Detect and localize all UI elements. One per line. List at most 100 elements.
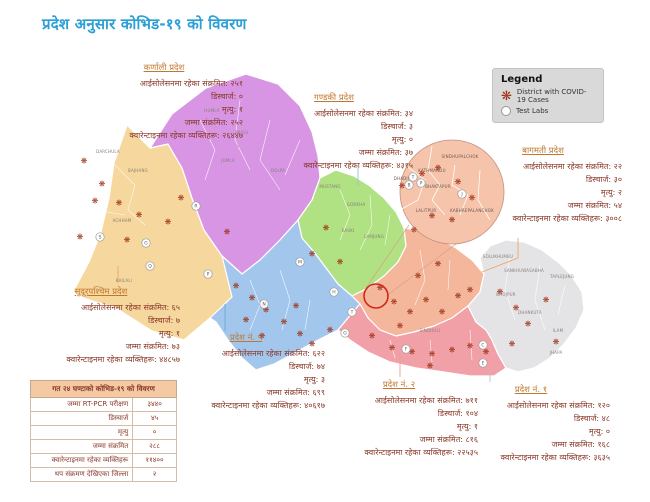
stat-line: डिस्चार्ज: ७४ (288, 362, 325, 371)
stat-line: मृत्यु: १ (456, 422, 478, 431)
stat-line: मृत्यु: ३ (303, 375, 325, 384)
virus-icon: ❋ (399, 182, 406, 191)
virus-icon: ❋ (435, 260, 442, 269)
test-lab-letter: P (420, 181, 423, 187)
virus-icon: ❋ (323, 224, 330, 233)
district-label: SOLUKHUMBU (483, 254, 513, 259)
stat-line: आईसोलेसनमा रहेका संक्रमित: १२० (506, 401, 610, 410)
virus-icon: ❋ (455, 292, 462, 301)
virus-icon: ❋ (327, 326, 334, 335)
virus-icon: ❋ (259, 332, 266, 341)
province-stats: आईसोलेसनमा रहेका संक्रमित: २५१ डिस्चार्ज:… (85, 77, 243, 142)
page-title: प्रदेश अनुसार कोभिड-१९ को विवरण (42, 15, 247, 33)
virus-icon: ❋ (249, 294, 256, 303)
summary-table-body: जम्मा RT-PCR परीक्षण ३४४० डिस्चार्ज ४५ मृत्य… (29, 397, 177, 482)
stat-line: क्वारेन्टाइनमा रहेका व्यक्तिहरू: ४४८५७ (66, 355, 180, 364)
table-title: गत २४ घण्टाको कोभिड-१९ को विवरण (30, 380, 177, 398)
virus-icon: ❋ (435, 164, 442, 173)
virus-icon: ❋ (309, 250, 316, 259)
stat-line: मृत्यु: २ (600, 188, 622, 197)
table-row-value: ४५ (132, 411, 177, 426)
test-lab-icon (401, 344, 411, 354)
stat-line: जम्मा संक्रमित: ७३ (125, 342, 180, 351)
district-label: DHADING (394, 176, 415, 181)
virus-icon: ❋ (233, 282, 240, 291)
province-title: सुदूरपश्चिम प्रदेश (74, 287, 128, 297)
province-title: कर्णाली प्रदेश (143, 63, 185, 73)
table-row: क्वारेन्टाइनमा रहेका व्यक्तिहरू ११४०० (29, 453, 177, 468)
stat-line: क्वारेन्टाइनमा रहेका व्यक्तिहरू: ४०६१७ (211, 401, 325, 410)
district-label: BHOJPUR (496, 292, 516, 297)
virus-icon: ❋ (377, 284, 384, 293)
virus-icon: ❋ (263, 306, 270, 315)
province-stats: आईसोलेसनमा रहेका संक्रमित: १२० डिस्चार्ज:… (452, 399, 610, 464)
test-lab-icon (340, 328, 350, 338)
virus-icon: ❋ (281, 318, 288, 327)
stat-line: आईसोलेसनमा रहेका संक्रमित: ६५ (80, 303, 180, 312)
test-lab-icon (408, 172, 418, 182)
virus-icon: ❋ (92, 197, 99, 206)
virus-icon: ❋ (501, 88, 512, 104)
test-lab-icon (95, 232, 105, 242)
stat-line: डिस्चार्ज: ४८ (573, 414, 610, 423)
test-lab-icon (145, 261, 155, 271)
test-lab-icon (191, 201, 201, 211)
kathmandu-magnifier (399, 139, 505, 245)
virus-icon: ❋ (293, 302, 300, 311)
virus-icon: ❋ (415, 272, 422, 281)
district-borders (94, 99, 566, 363)
virus-icon: ❋ (525, 320, 532, 329)
province-info-gandaki: गण्डकी प्रदेश आईसोलेसनमा रहेका संक्रमित:… (255, 92, 413, 172)
test-lab-icon (501, 106, 511, 116)
province-info-province1: प्रदेश नं. १ आईसोलेसनमा रहेका संक्रमित: … (452, 384, 610, 464)
test-lab-icon (203, 269, 213, 279)
test-lab-icon (416, 178, 426, 188)
province-stats: आईसोलेसनमा रहेका संक्रमित: ३४ डिस्चार्ज: … (255, 107, 413, 172)
district-label: TAPLEJUNG (549, 274, 574, 279)
table-row-value: २८८ (132, 439, 177, 454)
district-label: KATHMANDU (418, 168, 445, 173)
province-info-sudurpashchim: सुदूरपश्चिम प्रदेश आईसोलेसनमा रहेका संक्… (22, 286, 180, 366)
district-label: GORKHA (347, 202, 366, 207)
stat-line: डिस्चार्ज: ७ (148, 316, 180, 325)
virus-icon: ❋ (509, 340, 516, 349)
district-label: SINDHULI (420, 328, 441, 333)
legend-item-district-cases: ❋ District with COVID-19 Cases (501, 88, 595, 104)
virus-icon: ❋ (309, 340, 316, 349)
district-label: JHAPA (549, 350, 563, 355)
stat-line: डिस्चार्ज: ३ (381, 122, 413, 131)
province-info-bagmati: बागमती प्रदेश आईसोलेसनमा रहेका संक्रमित:… (464, 145, 622, 225)
district-label: MUGU (235, 130, 248, 135)
stat-line: जम्मा संक्रमित: ३७ (358, 148, 413, 157)
test-lab-letter: N (262, 302, 265, 308)
district-label: DARCHULA (96, 149, 120, 154)
province-title: प्रदेश नं. २ (382, 380, 416, 390)
highlight-circle (363, 283, 389, 309)
test-lab-letter: Q (148, 264, 152, 270)
stat-line: जम्मा संक्रमित: २५२ (184, 118, 243, 127)
table-row-value: ३४४० (132, 397, 177, 412)
virus-icon: ❋ (165, 218, 172, 227)
virus-icon: ❋ (224, 228, 231, 237)
virus-icon: ❋ (136, 211, 143, 220)
province-stats: आईसोलेसनमा रहेका संक्रमित: ६२२ डिस्चार्ज:… (167, 347, 325, 412)
province-stats: आईसोलेसनमा रहेका संक्रमित: २२ डिस्चार्ज: … (464, 160, 622, 225)
virus-icon: ❋ (423, 296, 430, 305)
test-lab-icon (329, 287, 339, 297)
stat-line: आईसोलेसनमा रहेका संक्रमित: ७११ (374, 396, 478, 405)
virus-icon: ❋ (419, 170, 426, 179)
stat-line: आईसोलेसनमा रहेका संक्रमित: ६२२ (221, 349, 325, 358)
virus-icon: ❋ (77, 233, 84, 242)
legend-item-label: District with COVID-19 Cases (516, 88, 587, 104)
legend-box: Legend ❋ District with COVID-19 Cases Te… (492, 68, 604, 123)
stat-line: डिस्चार्ज: १०४ (437, 409, 478, 418)
table-row: थप संक्रमण देखिएका जिल्ला २ (29, 467, 177, 482)
table-row-label: थप संक्रमण देखिएका जिल्ला (29, 467, 134, 482)
virus-icon: ❋ (427, 362, 434, 371)
test-lab-icon (478, 358, 488, 368)
province-title: प्रदेश नं. ५ (229, 333, 263, 343)
table-row-label: क्वारेन्टाइनमा रहेका व्यक्तिहरू (29, 453, 134, 468)
test-lab-letter: G (144, 241, 148, 247)
district-label: HUMLA (204, 108, 220, 113)
